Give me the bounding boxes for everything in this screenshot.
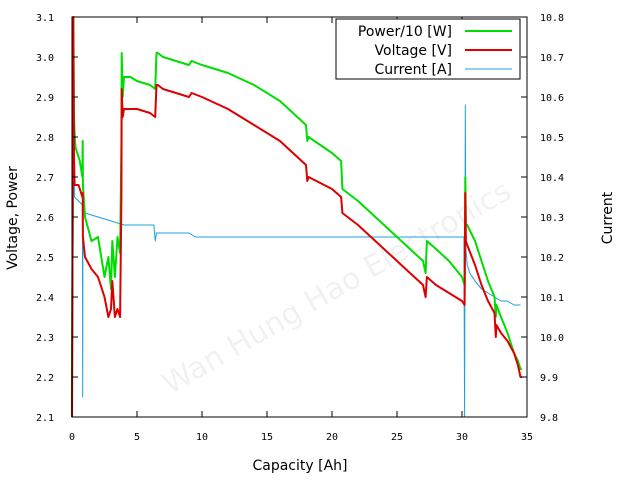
y2-tick-label: 10.1 [540,293,564,304]
y-tick-label: 3.0 [36,53,54,64]
legend-label: Current [A] [374,62,452,78]
y-tick-label: 2.6 [36,213,54,224]
y2-tick-label: 10.0 [540,333,564,344]
x-tick-label: 30 [456,432,468,443]
legend-label: Voltage [V] [375,43,452,59]
watermark: Wan Hung Hao Electronics [157,174,518,402]
y2-tick-label: 9.8 [540,413,558,424]
y-tick-label: 2.1 [36,413,54,424]
y-tick-label: 2.7 [36,173,54,184]
watermark-text: Wan Hung Hao Electronics [157,174,518,402]
y2-tick-label: 10.6 [540,93,564,104]
y2-tick-label: 10.4 [540,173,564,184]
x-tick-label: 15 [261,432,273,443]
y2-tick-label: 10.8 [540,13,564,24]
x-axis-title: Capacity [Ah] [252,458,347,474]
y-tick-label: 2.9 [36,93,54,104]
y-tick-label: 3.1 [36,13,54,24]
y-tick-label: 2.5 [36,253,54,264]
series-line-power-10-w [71,16,522,418]
y-axis-title: Voltage, Power [5,166,21,270]
x-tick-label: 20 [326,432,338,443]
legend: Power/10 [W] Voltage [V] Current [A] [335,18,521,80]
x-tick-label: 5 [134,432,140,443]
y2-axis-title: Current [600,191,616,244]
y-tick-label: 2.8 [36,133,54,144]
y-tick-label: 2.3 [36,333,54,344]
series-layer [71,16,522,418]
series-line-current-a [71,96,521,418]
y2-tick-label: 10.7 [540,53,564,64]
series-line-voltage-v [71,16,522,418]
y2-tick-label: 9.9 [540,373,558,384]
x-tick-label: 35 [521,432,533,443]
y2-tick-label: 10.2 [540,253,564,264]
y-tick-label: 2.4 [36,293,54,304]
x-tick-label: 0 [69,432,75,443]
y-tick-label: 2.2 [36,373,54,384]
tick-layer: 0 5 10 15 20 25 30 35 2.1 2.2 2.3 2.4 2.5 2.6 2.7 2.8 2.… [36,13,564,443]
legend-label: Power/10 [W] [358,24,452,40]
y2-tick-label: 10.5 [540,133,564,144]
x-tick-label: 10 [196,432,208,443]
x-tick-label: 25 [391,432,403,443]
y2-tick-label: 10.3 [540,213,564,224]
